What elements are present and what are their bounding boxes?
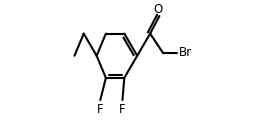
Text: F: F [119,103,126,116]
Text: F: F [97,103,104,116]
Text: Br: Br [179,46,192,59]
Text: O: O [153,3,162,16]
